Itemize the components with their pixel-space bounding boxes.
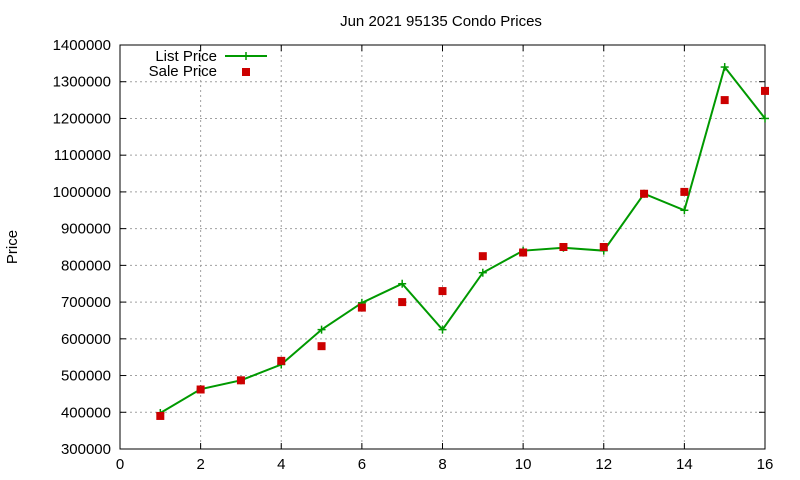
sale-price-point <box>559 243 568 251</box>
list-price-point <box>761 114 769 123</box>
sale-price-point <box>599 243 608 251</box>
sale-price-point <box>317 342 326 351</box>
y-axis-label: Price <box>4 230 21 264</box>
y-tick-label: 800000 <box>61 257 111 274</box>
legend-marker-list-price <box>242 52 250 60</box>
list-price-point <box>680 206 689 215</box>
y-tick-label: 1300000 <box>53 74 111 91</box>
series-line-list-price <box>159 64 766 414</box>
legend-marker-sale-price <box>242 68 250 76</box>
sale-price-point <box>761 86 769 95</box>
y-tick-label: 1400000 <box>53 37 111 54</box>
sale-price-point <box>236 376 245 385</box>
list-price-point <box>478 268 487 277</box>
y-tick-label: 700000 <box>61 294 111 311</box>
x-tick-label: 12 <box>595 456 612 473</box>
y-tick-label: 600000 <box>61 331 111 348</box>
sale-price-point <box>519 248 528 257</box>
axis-ticks: 300000 400000 500000 600000 700000 800000 9000… <box>53 37 774 473</box>
x-tick-label: 0 <box>116 456 124 473</box>
x-tick-label: 8 <box>438 456 446 473</box>
sale-price-point <box>478 252 487 261</box>
sale-price-point <box>680 187 689 196</box>
x-tick-label: 6 <box>358 456 366 473</box>
x-tick-label: 14 <box>676 456 693 473</box>
y-tick-label: 500000 <box>61 368 111 385</box>
x-tick-label: 2 <box>196 456 204 473</box>
y-tick-label: 1000000 <box>53 184 111 201</box>
sale-price-point <box>438 287 447 296</box>
y-tick-label: 1100000 <box>54 147 111 164</box>
sale-price-point <box>277 356 286 365</box>
sale-price-point <box>640 189 649 198</box>
list-price-point <box>398 279 407 288</box>
legend-label-sale-price: Sale Price <box>149 63 217 80</box>
chart-title: Jun 2021 95135 Condo Prices <box>340 13 542 30</box>
sale-price-point <box>196 385 205 394</box>
y-tick-label: 1200000 <box>53 110 111 127</box>
y-tick-label: 900000 <box>61 221 111 238</box>
series-layer <box>156 63 769 420</box>
y-tick-label: 400000 <box>61 404 111 421</box>
sale-price-point <box>156 411 165 420</box>
list-price-point <box>317 325 326 334</box>
list-price-point <box>438 325 447 334</box>
sale-price-point <box>720 96 729 105</box>
list-price-point <box>720 63 729 72</box>
y-tick-label: 300000 <box>61 441 111 458</box>
x-tick-label: 4 <box>277 456 285 473</box>
x-tick-label: 10 <box>515 456 532 473</box>
legend-label-list-price: List Price <box>155 48 217 65</box>
x-tick-label: 16 <box>757 456 774 473</box>
sale-price-point <box>357 303 366 312</box>
sale-price-point <box>398 298 407 307</box>
